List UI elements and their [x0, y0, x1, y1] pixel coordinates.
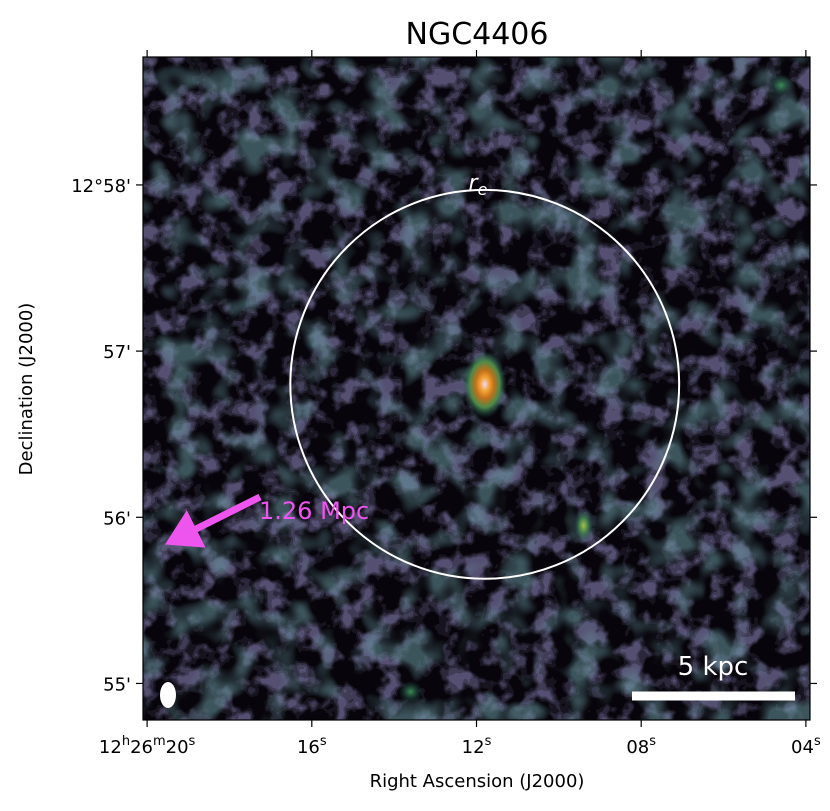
- x-axis-label: Right Ascension (J2000): [370, 771, 585, 792]
- x-tick-label: 08s: [626, 734, 656, 758]
- scale-bar-label: 5 kpc: [678, 652, 749, 682]
- x-axis-ticks: 12h26m20s 16s 12s 08s 04s: [99, 50, 821, 758]
- effective-radius-circle: [289, 188, 681, 580]
- emission-source: [462, 350, 507, 419]
- beam-ellipse: [160, 682, 176, 708]
- x-tick-label: 12s: [462, 734, 492, 758]
- arrow-label: 1.26 Mpc: [259, 497, 369, 525]
- effective-radius-label: re: [469, 171, 488, 199]
- emission-source: [769, 74, 794, 97]
- x-tick-label: 12h26m20s: [99, 734, 196, 758]
- emission-source: [573, 508, 594, 543]
- chart-title: NGC4406: [406, 17, 549, 52]
- emission-sources: [398, 74, 794, 703]
- plot-area: [143, 57, 810, 720]
- y-tick-label: 57': [103, 342, 131, 363]
- direction-arrow: [164, 493, 262, 548]
- x-tick-label: 04s: [791, 734, 821, 758]
- x-tick-label: 16s: [297, 734, 327, 758]
- emission-source: [398, 680, 423, 703]
- y-tick-label: 55': [103, 674, 131, 695]
- y-tick-label: 56': [103, 508, 131, 529]
- y-tick-label: 12°58': [71, 176, 131, 197]
- y-axis-ticks: 12°58' 57' 56' 55': [71, 176, 817, 695]
- y-axis-label: Declination (J2000): [16, 303, 37, 476]
